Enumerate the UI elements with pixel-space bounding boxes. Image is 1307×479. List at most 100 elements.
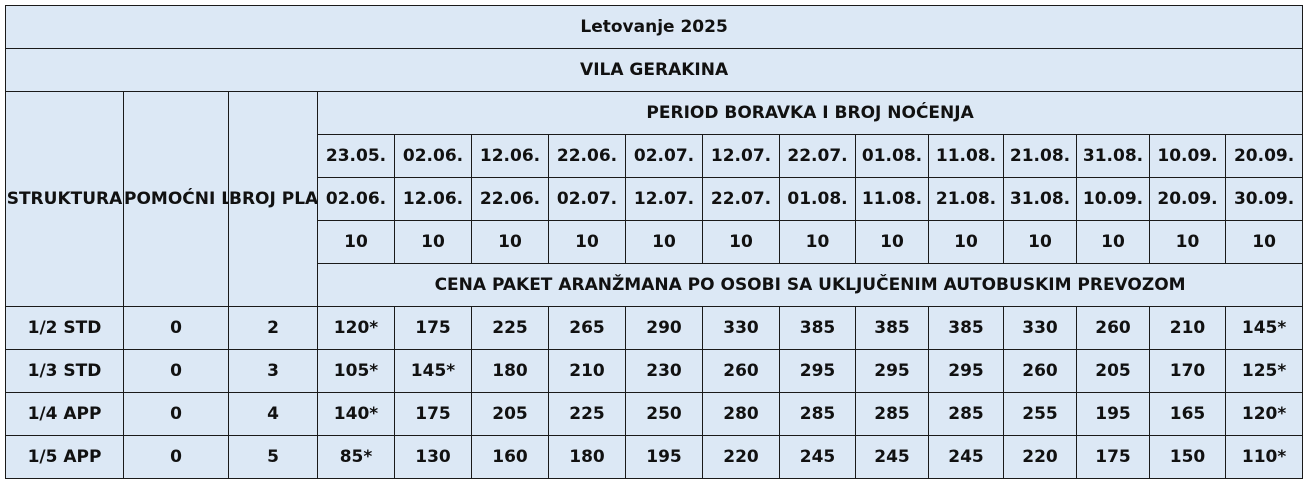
period-nights: 10: [625, 220, 703, 264]
price-cell: 125*: [1224, 349, 1304, 393]
row-broj-osoba: 3: [228, 349, 318, 393]
table-row: 1/5 APP 0 5 85* 130 160 180 195 220 245 245 245 220 1…: [5, 435, 1304, 479]
price-cell: 285: [855, 392, 929, 436]
price-cell: 265: [548, 306, 626, 350]
period-nights: 10: [702, 220, 780, 264]
price-cell: 230: [625, 349, 703, 393]
price-cell: 285: [779, 392, 856, 436]
period-nights: 10: [1076, 220, 1150, 264]
price-cell: 255: [1003, 392, 1077, 436]
price-cell: 180: [548, 435, 626, 479]
price-table: Letovanje 2025 VILA GERAKINA STRUKTURA P…: [4, 5, 1304, 479]
price-cell: 105*: [317, 349, 395, 393]
header-cena: CENA PAKET ARANŽMANA PO OSOBI SA UKLJUČE…: [316, 263, 1304, 307]
price-cell: 210: [548, 349, 626, 393]
price-cell: 250: [625, 392, 703, 436]
period-nights: 10: [779, 220, 856, 264]
price-cell: 295: [855, 349, 929, 393]
price-cell: 220: [702, 435, 780, 479]
row-struktura: 1/3 STD: [5, 349, 124, 393]
period-from: 10.09.: [1149, 134, 1226, 178]
period-from: 12.07.: [702, 134, 780, 178]
row-pomocni-lezaj: 0: [123, 435, 229, 479]
period-nights: 10: [1003, 220, 1077, 264]
price-cell: 290: [625, 306, 703, 350]
period-to: 01.08.: [779, 177, 856, 221]
period-to: 02.06.: [317, 177, 395, 221]
price-cell: 205: [1076, 349, 1150, 393]
price-cell: 160: [471, 435, 549, 479]
header-pomocni-lezaj: POMOĆNI LEŽAJ: [123, 91, 229, 307]
header-broj-platnih-osoba-text: BROJ PLATIVIH OSOBA: [229, 189, 317, 209]
row-pomocni-lezaj: 0: [123, 306, 229, 350]
table-title: Letovanje 2025: [4, 5, 1304, 49]
price-cell: 110*: [1224, 435, 1304, 479]
row-struktura: 1/5 APP: [5, 435, 124, 479]
period-from: 22.06.: [548, 134, 626, 178]
period-to: 31.08.: [1003, 177, 1077, 221]
table-row: 1/2 STD 0 2 120* 175 225 265 290 330 385 385 385 330…: [5, 306, 1304, 350]
price-cell: 245: [855, 435, 929, 479]
period-to: 30.09.: [1224, 177, 1304, 221]
price-cell: 180: [471, 349, 549, 393]
period-to: 22.06.: [471, 177, 549, 221]
period-nights: 10: [317, 220, 395, 264]
price-cell: 245: [928, 435, 1004, 479]
price-cell: 170: [1149, 349, 1226, 393]
header-pomocni-lezaj-text: POMOĆNI LEŽAJ: [124, 189, 228, 209]
row-struktura: 1/2 STD: [5, 306, 124, 350]
period-nights: 10: [394, 220, 472, 264]
row-broj-osoba: 2: [228, 306, 318, 350]
price-cell: 225: [548, 392, 626, 436]
period-nights: 10: [548, 220, 626, 264]
price-cell: 195: [1076, 392, 1150, 436]
price-cell: 330: [1003, 306, 1077, 350]
period-from: 23.05.: [317, 134, 395, 178]
period-nights: 10: [471, 220, 549, 264]
table-row: 1/4 APP 0 4 140* 175 205 225 250 280 285 285 285 255…: [5, 392, 1304, 436]
villa-name: VILA GERAKINA: [4, 48, 1304, 92]
period-from: 20.09.: [1224, 134, 1304, 178]
price-cell: 260: [1076, 306, 1150, 350]
price-cell: 295: [779, 349, 856, 393]
period-from: 01.08.: [855, 134, 929, 178]
table-row: 1/3 STD 0 3 105* 145* 180 210 230 260 295 295 295 26…: [5, 349, 1304, 393]
period-nights: 10: [855, 220, 929, 264]
price-cell: 175: [394, 306, 472, 350]
price-cell: 140*: [317, 392, 395, 436]
price-cell: 145*: [394, 349, 472, 393]
period-to: 20.09.: [1149, 177, 1226, 221]
price-cell: 260: [702, 349, 780, 393]
period-to: 02.07.: [548, 177, 626, 221]
period-nights: 10: [928, 220, 1004, 264]
header-period: PERIOD BORAVKA I BROJ NOĆENJA: [316, 91, 1304, 135]
period-from: 31.08.: [1076, 134, 1150, 178]
header-broj-platnih-osoba: BROJ PLATIVIH OSOBA: [228, 91, 318, 307]
price-cell: 130: [394, 435, 472, 479]
row-broj-osoba: 5: [228, 435, 318, 479]
price-cell: 175: [1076, 435, 1150, 479]
price-cell: 150: [1149, 435, 1226, 479]
price-cell: 175: [394, 392, 472, 436]
price-cell: 85*: [317, 435, 395, 479]
period-to: 11.08.: [855, 177, 929, 221]
period-nights: 10: [1224, 220, 1304, 264]
price-cell: 220: [1003, 435, 1077, 479]
row-pomocni-lezaj: 0: [123, 392, 229, 436]
price-cell: 145*: [1224, 306, 1304, 350]
header-struktura: STRUKTURA: [5, 91, 124, 307]
price-cell: 385: [779, 306, 856, 350]
price-cell: 385: [855, 306, 929, 350]
row-struktura: 1/4 APP: [5, 392, 124, 436]
period-from: 21.08.: [1003, 134, 1077, 178]
period-from: 12.06.: [471, 134, 549, 178]
price-cell: 245: [779, 435, 856, 479]
price-cell: 385: [928, 306, 1004, 350]
price-cell: 225: [471, 306, 549, 350]
period-to: 22.07.: [702, 177, 780, 221]
price-cell: 260: [1003, 349, 1077, 393]
price-cell: 165: [1149, 392, 1226, 436]
period-to: 10.09.: [1076, 177, 1150, 221]
period-nights: 10: [1149, 220, 1226, 264]
period-to: 21.08.: [928, 177, 1004, 221]
